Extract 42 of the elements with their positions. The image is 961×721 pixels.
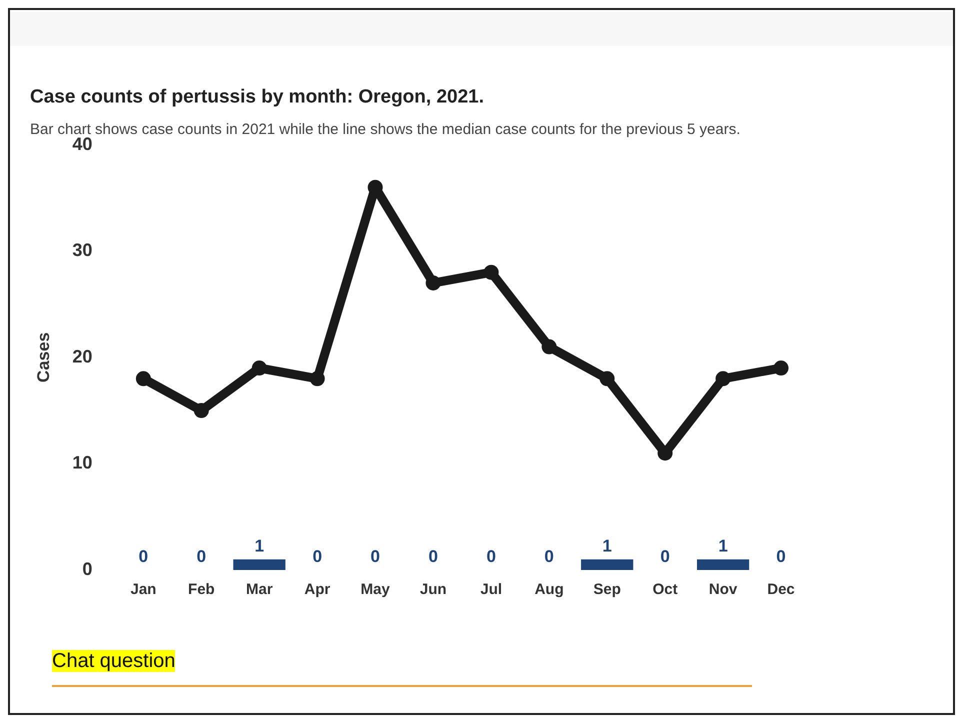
x-tick-label: Aug	[534, 581, 564, 598]
point	[716, 371, 731, 386]
data-label: 0	[660, 547, 670, 566]
point	[542, 339, 557, 354]
point	[658, 446, 673, 461]
text: Chat question	[52, 650, 176, 672]
data-label: 0	[138, 547, 148, 566]
data-label: 1	[718, 536, 728, 556]
y-tick-label: 10	[72, 452, 92, 473]
x-tick-label: Jun	[420, 581, 447, 598]
x-tick-label: Mar	[246, 581, 273, 598]
point	[774, 360, 789, 376]
x-tick-label: Nov	[708, 581, 738, 598]
x-tick-label: Jul	[480, 581, 502, 598]
point	[426, 275, 441, 290]
x-tick-label: Feb	[188, 581, 215, 598]
x-tick-label: Apr	[304, 581, 330, 598]
y-tick-label: 20	[72, 346, 92, 366]
data-label: 1	[602, 536, 612, 556]
data-label: 0	[312, 547, 322, 566]
x-tick-label: Sep	[593, 581, 621, 598]
data-label: 0	[428, 547, 438, 566]
point	[310, 371, 325, 386]
point	[136, 371, 151, 386]
x-tick-label: Jan	[130, 581, 156, 598]
x-tick-label: Dec	[767, 581, 795, 598]
data-label: 0	[544, 547, 554, 566]
y-axis-title: Cases	[34, 332, 53, 382]
chart-title: Case counts of pertussis by month: Oregon, 2021.	[30, 86, 484, 108]
data-label: 0	[776, 547, 786, 566]
y-tick-label: 0	[82, 558, 92, 579]
data-label: 0	[486, 547, 496, 566]
point	[194, 403, 209, 418]
data-label: 1	[254, 536, 264, 556]
point	[252, 360, 267, 376]
x-tick-label: May	[360, 581, 391, 598]
x-tick-label: Oct	[652, 581, 678, 598]
data-label: 0	[370, 547, 380, 566]
point	[484, 264, 499, 280]
y-tick-label: 30	[72, 240, 92, 260]
point	[600, 371, 615, 386]
data-label: 0	[196, 547, 206, 566]
